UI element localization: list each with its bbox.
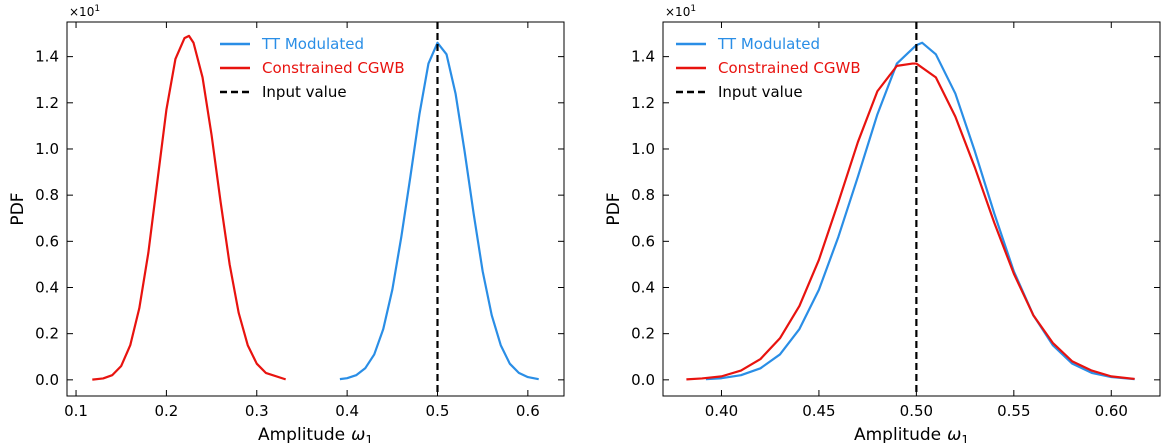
legend-label: Constrained CGWB [718, 59, 861, 77]
legend-label: Constrained CGWB [262, 59, 405, 77]
plot-area [92, 22, 539, 396]
series-line-0 [339, 41, 539, 381]
x-tick-label: 0.45 [802, 402, 835, 420]
x-tick-label: 0.40 [705, 402, 738, 420]
y-multiplier-base: ×10 [665, 5, 690, 19]
x-tick-label: 0.2 [154, 402, 178, 420]
y-tick-label: 0.4 [35, 278, 59, 296]
y-tick-label: 0.6 [631, 232, 655, 250]
x-axis-label-subscript: 1 [961, 433, 969, 443]
y-tick-label: 0.8 [35, 186, 59, 204]
plot-frame [662, 21, 1161, 397]
right-panel: 0.40 0.45 0.50 0.55 0.60 0.0 0.2 0.4 0.6 0.8 1.0 1.… [604, 4, 1161, 443]
y-tick-label: 0.0 [35, 371, 59, 389]
x-tick-label: 0.3 [245, 402, 269, 420]
y-tick-label: 0.6 [35, 232, 59, 250]
y-multiplier-exp: 1 [690, 4, 696, 14]
x-tick-label: 0.4 [335, 402, 359, 420]
x-axis-label: Amplitude ω1 [854, 425, 969, 443]
y-tick-label: 1.2 [35, 94, 59, 112]
legend-label: Input value [262, 83, 347, 101]
y-multiplier-exp: 1 [94, 4, 100, 14]
x-tick-label: 0.60 [1095, 402, 1128, 420]
y-multiplier-label: ×101 [69, 4, 100, 19]
x-axis-label: Amplitude ω1 [258, 425, 373, 443]
y-tick-label: 1.4 [631, 48, 655, 66]
x-axis-label-text: Amplitude [854, 425, 941, 443]
x-tick-label: 0.5 [426, 402, 450, 420]
legend-label: TT Modulated [717, 35, 820, 53]
x-axis-label-text: Amplitude [258, 425, 345, 443]
y-tick-label: 0.2 [35, 325, 59, 343]
y-multiplier-label: ×101 [665, 4, 696, 19]
plot-frame [66, 21, 565, 397]
y-tick-label: 0.4 [631, 278, 655, 296]
x-axis-label-symbol: ω [947, 425, 961, 443]
x-axis-label-symbol: ω [351, 425, 365, 443]
legend-label: Input value [718, 83, 803, 101]
y-multiplier-base: ×10 [69, 5, 94, 19]
y-tick-label: 0.8 [631, 186, 655, 204]
series-line-1 [686, 62, 1135, 381]
y-tick-label: 0.2 [631, 325, 655, 343]
legend-label: TT Modulated [261, 35, 364, 53]
left-panel: 0.1 0.2 0.3 0.4 0.5 0.6 0.0 0.2 0.4 0.6 0.8 1.0 1.2 1… [8, 4, 565, 443]
y-tick-label: 1.0 [631, 140, 655, 158]
legend: TT Modulated Constrained CGWB Input value [220, 35, 405, 101]
x-axis-label-subscript: 1 [365, 433, 373, 443]
y-axis-label: PDF [604, 192, 624, 225]
x-tick-label: 0.55 [997, 402, 1030, 420]
y-tick-label: 0.0 [631, 371, 655, 389]
x-tick-label: 0.50 [900, 402, 933, 420]
series-line-1 [92, 34, 287, 381]
y-tick-label: 1.2 [631, 94, 655, 112]
x-tick-label: 0.6 [516, 402, 540, 420]
y-tick-label: 1.4 [35, 48, 59, 66]
x-tick-label: 0.1 [64, 402, 88, 420]
plot-area [686, 22, 1135, 396]
legend: TT Modulated Constrained CGWB Input value [676, 35, 861, 101]
series-line-0 [705, 41, 1135, 381]
y-axis-label: PDF [8, 192, 28, 225]
y-tick-label: 1.0 [35, 140, 59, 158]
